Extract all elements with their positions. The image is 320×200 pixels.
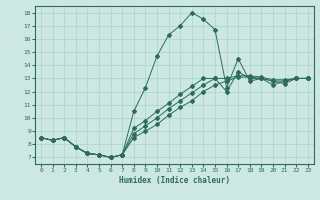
X-axis label: Humidex (Indice chaleur): Humidex (Indice chaleur) xyxy=(119,176,230,185)
